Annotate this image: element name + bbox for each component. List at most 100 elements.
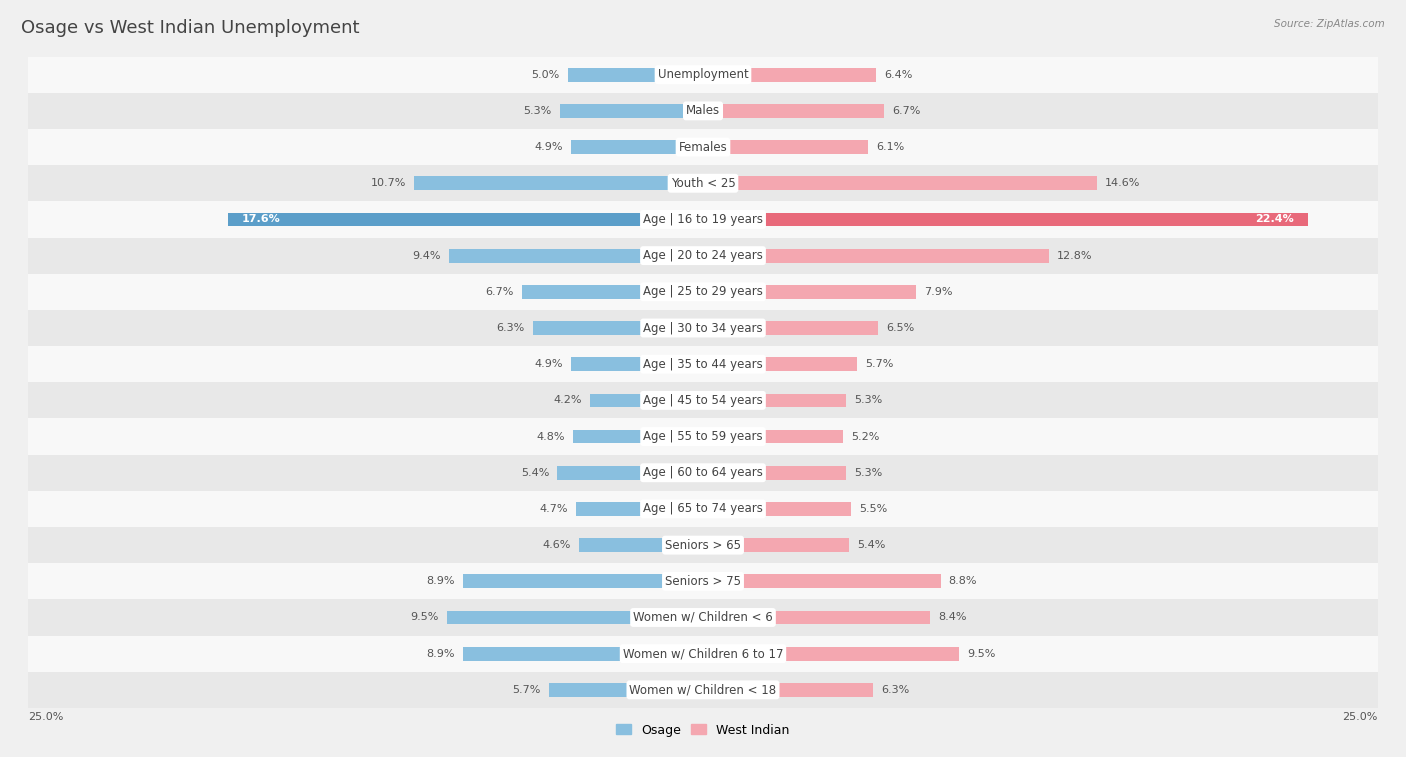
Text: 6.1%: 6.1% (876, 142, 904, 152)
Bar (703, 249, 1049, 263)
Text: 4.2%: 4.2% (553, 395, 582, 406)
Bar (28, 527, 1378, 563)
Text: Women w/ Children 6 to 17: Women w/ Children 6 to 17 (623, 647, 783, 660)
Text: Osage vs West Indian Unemployment: Osage vs West Indian Unemployment (21, 19, 360, 37)
Bar (579, 538, 703, 552)
Text: 6.7%: 6.7% (485, 287, 515, 297)
Bar (568, 68, 703, 82)
Text: Age | 20 to 24 years: Age | 20 to 24 years (643, 249, 763, 262)
Bar (703, 430, 844, 444)
Text: Males: Males (686, 104, 720, 117)
Text: Age | 25 to 29 years: Age | 25 to 29 years (643, 285, 763, 298)
Text: Youth < 25: Youth < 25 (671, 177, 735, 190)
Text: 4.9%: 4.9% (534, 359, 562, 369)
Bar (703, 285, 917, 299)
Text: 5.0%: 5.0% (531, 70, 560, 79)
Bar (571, 357, 703, 371)
Text: 9.5%: 9.5% (967, 649, 995, 659)
Bar (28, 57, 1378, 93)
Text: Seniors > 65: Seniors > 65 (665, 539, 741, 552)
Text: 5.5%: 5.5% (859, 504, 887, 514)
Text: Seniors > 75: Seniors > 75 (665, 575, 741, 587)
Text: Source: ZipAtlas.com: Source: ZipAtlas.com (1274, 19, 1385, 29)
Bar (28, 346, 1378, 382)
Bar (703, 646, 959, 661)
Text: 14.6%: 14.6% (1105, 178, 1140, 188)
Bar (415, 176, 703, 190)
Text: 4.6%: 4.6% (543, 540, 571, 550)
Text: 5.4%: 5.4% (856, 540, 886, 550)
Text: 8.8%: 8.8% (949, 576, 977, 587)
Bar (28, 238, 1378, 274)
Bar (463, 646, 703, 661)
Text: Females: Females (679, 141, 727, 154)
Bar (703, 140, 868, 154)
Bar (28, 310, 1378, 346)
Text: 5.7%: 5.7% (865, 359, 893, 369)
Bar (533, 321, 703, 335)
Bar (703, 538, 849, 552)
Bar (28, 491, 1378, 527)
Bar (703, 357, 856, 371)
Text: Age | 16 to 19 years: Age | 16 to 19 years (643, 213, 763, 226)
Bar (28, 563, 1378, 600)
Text: 10.7%: 10.7% (371, 178, 406, 188)
Text: Age | 45 to 54 years: Age | 45 to 54 years (643, 394, 763, 407)
Bar (28, 274, 1378, 310)
Text: 6.4%: 6.4% (884, 70, 912, 79)
Bar (589, 394, 703, 407)
Bar (28, 455, 1378, 491)
Text: 25.0%: 25.0% (1343, 712, 1378, 722)
Bar (228, 213, 703, 226)
Text: 6.3%: 6.3% (496, 323, 524, 333)
Text: Age | 60 to 64 years: Age | 60 to 64 years (643, 466, 763, 479)
Text: 4.9%: 4.9% (534, 142, 562, 152)
Bar (522, 285, 703, 299)
Bar (703, 575, 941, 588)
Text: 9.5%: 9.5% (411, 612, 439, 622)
Text: 4.7%: 4.7% (540, 504, 568, 514)
Text: Age | 65 to 74 years: Age | 65 to 74 years (643, 503, 763, 516)
Bar (703, 213, 1308, 226)
Bar (28, 419, 1378, 455)
Text: 4.8%: 4.8% (537, 431, 565, 441)
Bar (28, 93, 1378, 129)
Text: 5.2%: 5.2% (852, 431, 880, 441)
Bar (574, 430, 703, 444)
Bar (28, 129, 1378, 165)
Bar (576, 502, 703, 516)
Text: 8.9%: 8.9% (426, 649, 454, 659)
Bar (703, 502, 852, 516)
Bar (703, 68, 876, 82)
Text: Age | 55 to 59 years: Age | 55 to 59 years (643, 430, 763, 443)
Text: 25.0%: 25.0% (28, 712, 63, 722)
Text: 7.9%: 7.9% (924, 287, 953, 297)
Bar (28, 636, 1378, 671)
Bar (703, 466, 846, 480)
Text: 9.4%: 9.4% (412, 251, 441, 260)
Bar (703, 394, 846, 407)
Text: 17.6%: 17.6% (242, 214, 280, 224)
Text: 5.4%: 5.4% (520, 468, 550, 478)
Text: Women w/ Children < 6: Women w/ Children < 6 (633, 611, 773, 624)
Bar (463, 575, 703, 588)
Text: 8.9%: 8.9% (426, 576, 454, 587)
Text: 12.8%: 12.8% (1057, 251, 1092, 260)
Bar (550, 683, 703, 696)
Text: 6.5%: 6.5% (887, 323, 915, 333)
Text: 22.4%: 22.4% (1256, 214, 1294, 224)
Text: 6.7%: 6.7% (891, 106, 921, 116)
Legend: Osage, West Indian: Osage, West Indian (612, 718, 794, 742)
Bar (703, 104, 884, 118)
Bar (450, 249, 703, 263)
Text: 5.3%: 5.3% (523, 106, 551, 116)
Bar (703, 683, 873, 696)
Bar (571, 140, 703, 154)
Bar (557, 466, 703, 480)
Text: 8.4%: 8.4% (938, 612, 966, 622)
Text: Unemployment: Unemployment (658, 68, 748, 81)
Bar (28, 382, 1378, 419)
Text: 5.3%: 5.3% (855, 395, 883, 406)
Bar (28, 600, 1378, 636)
Text: 5.3%: 5.3% (855, 468, 883, 478)
